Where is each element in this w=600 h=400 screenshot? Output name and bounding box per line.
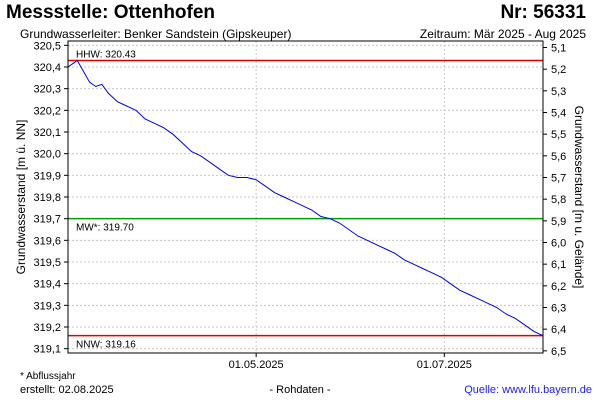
y-tick-label: 319,4 [33,279,61,291]
y2-tick-label: 5,6 [551,151,566,163]
y-tick-label: 320,1 [33,127,61,139]
raw-data-note: - Rohdaten - [269,384,331,396]
y2-tick-label: 6,5 [551,346,566,358]
y-tick-label: 319,6 [33,235,61,247]
y-tick-label: 319,1 [33,344,61,356]
x-tick-label: 01.05.2025 [229,359,284,371]
ref-label-hhw: HHW: 320.43 [76,50,136,61]
plot-frame [67,40,544,354]
y-tick-label: 319,3 [33,300,61,312]
y-tick-label: 319,7 [33,214,61,226]
y-tick-label: 320,4 [33,62,61,74]
ref-label-nnw: NNW: 319.16 [76,340,136,351]
source-link[interactable]: Quelle: www.lfu.bayern.de [464,384,592,396]
grid [68,41,543,353]
y-tick-label: 320,5 [33,40,61,52]
y2-tick-label: 5,2 [551,64,566,76]
y2-tick-label: 5,4 [551,108,566,120]
y2-tick-label: 5,8 [551,194,566,206]
y2-tick-label: 6,0 [551,238,566,250]
y-tick-label: 319,8 [33,192,61,204]
y2-tick-label: 6,4 [551,324,566,336]
y-axis-label: Grundwasserstand [m ü. NN] [14,120,28,275]
aquifer-label: Grundwasserleiter: Benker Sandstein (Gip… [20,27,292,41]
station-number: Nr: 56331 [500,2,586,23]
period-label: Zeitraum: Mär 2025 - Aug 2025 [419,27,586,41]
series [67,59,544,337]
y2-tick-label: 6,1 [551,259,566,271]
y-tick-label: 320,2 [33,105,61,117]
y2-tick-label: 6,2 [551,281,566,293]
reference-lines: HHW: 320.43 MW*: 319.70 NNW: 319.16 [68,50,543,351]
y-tick-label: 320,0 [33,149,61,161]
created-date: erstellt: 02.08.2025 [20,384,114,396]
y-tick-label: 319,2 [33,322,61,334]
ref-label-mw: MW*: 319.70 [76,223,134,234]
axes: 320,5 320,4 320,3 320,2 320,1 320,0 319,9 319,8… [33,40,566,371]
y2-tick-label: 5,9 [551,216,566,228]
y-tick-label: 319,5 [33,257,61,269]
series-line-0 [67,59,544,337]
y2-tick-label: 5,7 [551,173,566,185]
y2-tick-label: 5,1 [551,43,566,55]
y2-axis-label: Grundwasserstand [m u. Gelände] [572,106,586,289]
y2-tick-label: 5,3 [551,86,566,98]
y-tick-label: 319,9 [33,170,61,182]
footnote: * Abflussjahr [20,371,76,382]
y-tick-label: 320,3 [33,84,61,96]
y2-tick-label: 5,5 [551,129,566,141]
station-title: Messstelle: Ottenhofen [6,2,216,23]
x-tick-label: 01.07.2025 [417,359,472,371]
y2-tick-label: 6,3 [551,303,566,315]
